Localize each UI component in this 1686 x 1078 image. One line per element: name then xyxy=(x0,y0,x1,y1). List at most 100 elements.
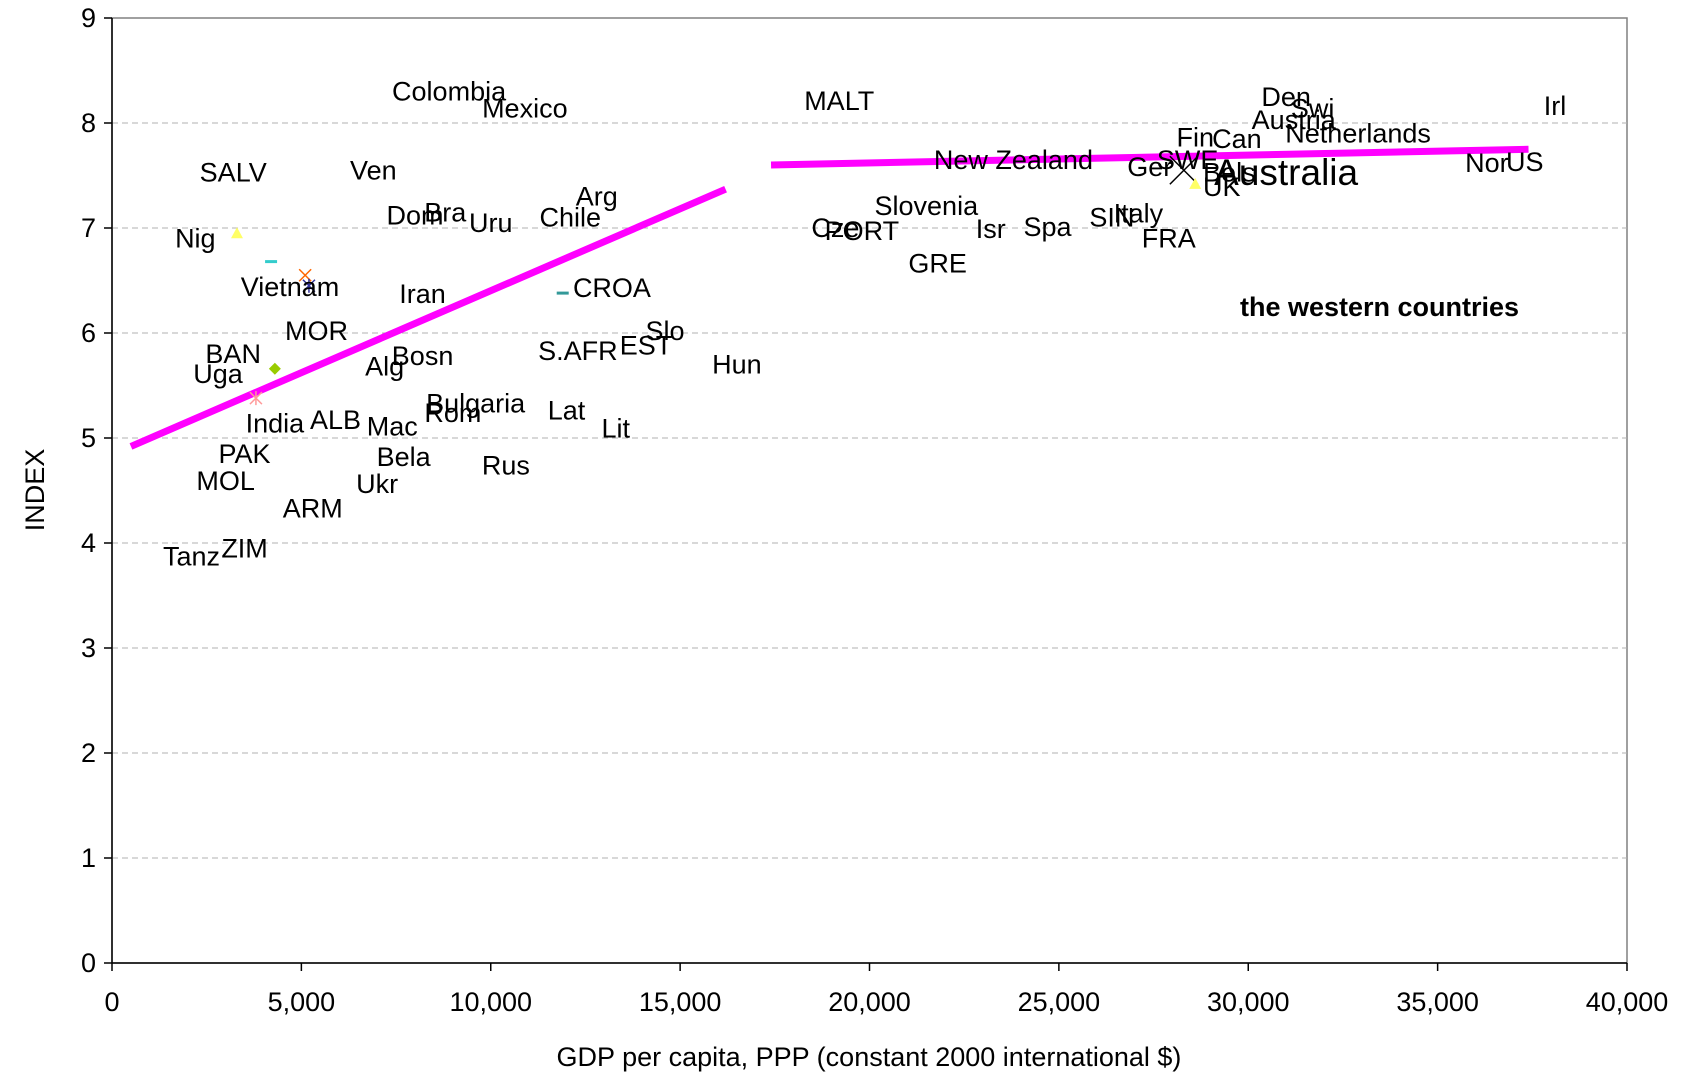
plot-area xyxy=(111,17,1628,964)
x-tick-label: 20,000 xyxy=(828,987,911,1017)
point-label: SALV xyxy=(200,157,267,187)
point-label: Bosn xyxy=(392,341,454,371)
point-label: Rom xyxy=(424,398,481,428)
point-label: Bra xyxy=(424,197,467,227)
point-label: Dom xyxy=(386,200,443,230)
trend-line xyxy=(129,185,727,450)
point-label: Bels xyxy=(1203,157,1256,187)
point-label: Den xyxy=(1261,82,1311,112)
point-label: Arg xyxy=(576,182,618,212)
y-tick-label: 6 xyxy=(81,318,96,348)
x-tick-label: 30,000 xyxy=(1207,987,1290,1017)
point-label: Fin xyxy=(1176,123,1214,153)
trend-line xyxy=(770,145,1529,169)
x-tick-label: 25,000 xyxy=(1018,987,1101,1017)
x-tick-label: 15,000 xyxy=(639,987,722,1017)
point-label: MALT xyxy=(804,86,874,116)
x-tick-label: 35,000 xyxy=(1396,987,1479,1017)
point-label: US xyxy=(1506,147,1544,177)
point-label: Ukr xyxy=(356,469,398,499)
point-markers xyxy=(230,155,1202,406)
point-label: Tanz xyxy=(163,542,220,572)
point-marker xyxy=(230,227,243,239)
point-label: SIN xyxy=(1089,203,1134,233)
point-label: EST xyxy=(620,331,673,361)
point-label: Slovenia xyxy=(875,191,980,221)
y-tick-label: 5 xyxy=(81,423,96,453)
point-label: Isr xyxy=(976,214,1006,244)
point-label: Ger xyxy=(1127,152,1172,182)
y-axis-title: INDEX xyxy=(20,449,50,532)
point-label: Uru xyxy=(469,208,513,238)
point-label: MOL xyxy=(196,466,255,496)
point-label: Spa xyxy=(1023,212,1072,242)
point-label: Vietnam xyxy=(241,272,340,302)
y-tick-label: 7 xyxy=(81,213,96,243)
x-tick-labels: 0 5,000 10,000 15,000 20,000 25,000 30,000 35,0… xyxy=(104,987,1668,1017)
point-label: Can xyxy=(1212,124,1262,154)
point-label: CROA xyxy=(573,273,651,303)
point-label: PORT xyxy=(825,216,900,246)
point-label: Mac xyxy=(367,411,418,441)
point-label: Lit xyxy=(601,414,630,444)
point-label: Hun xyxy=(712,350,762,380)
point-label: New Zealand xyxy=(934,145,1093,175)
point-marker xyxy=(268,362,281,375)
y-tick-label: 9 xyxy=(81,3,96,33)
point-label: Swi xyxy=(1291,93,1335,123)
point-label: PAK xyxy=(219,439,271,469)
y-tick-label: 8 xyxy=(81,108,96,138)
y-tick-label: 1 xyxy=(81,843,96,873)
y-tick-label: 2 xyxy=(81,738,96,768)
point-label: Nig xyxy=(175,224,216,254)
point-label: Mexico xyxy=(482,93,568,123)
point-label: GRE xyxy=(908,249,967,279)
point-label: S.AFR xyxy=(538,336,618,366)
x-tick-label: 5,000 xyxy=(268,987,336,1017)
point-label: ARM xyxy=(283,493,343,523)
point-label: Cze xyxy=(811,213,859,243)
point-label: Austria xyxy=(1252,105,1337,135)
point-label: ZIM xyxy=(221,533,268,563)
point-label: Colombia xyxy=(392,77,507,107)
point-label: BAN xyxy=(205,339,261,369)
point-label: Ven xyxy=(350,155,397,185)
x-tick-label: 10,000 xyxy=(449,987,532,1017)
y-tick-label: 3 xyxy=(81,633,96,663)
point-label: Iran xyxy=(399,279,446,309)
point-label: Nor xyxy=(1465,148,1509,178)
y-tick-label: 0 xyxy=(81,948,96,978)
point-label: Bulgaria xyxy=(426,388,526,418)
point-label: Irl xyxy=(1544,91,1567,121)
point-label: FRA xyxy=(1142,224,1196,254)
point-marker xyxy=(249,391,263,406)
point-marker xyxy=(302,278,316,293)
y-tick-label: 4 xyxy=(81,528,96,558)
x-axis-title: GDP per capita, PPP (constant 2000 inter… xyxy=(557,1042,1182,1072)
point-label: UK xyxy=(1203,172,1241,202)
y-tick-labels: 0 1 2 3 4 5 6 7 8 9 xyxy=(81,3,96,978)
gridlines xyxy=(112,122,1627,859)
x-tick-label: 0 xyxy=(104,987,119,1017)
trend-lines xyxy=(129,145,1529,450)
axes xyxy=(104,17,1628,971)
point-label: India xyxy=(246,408,306,438)
point-label: Slo xyxy=(645,316,684,346)
point-label: Rus xyxy=(482,450,530,480)
point-marker xyxy=(1169,155,1199,185)
point-label: SWE xyxy=(1157,145,1219,175)
point-label: MOR xyxy=(285,316,348,346)
point-label: Australia xyxy=(1214,152,1358,193)
annotation-western-countries: the western countries xyxy=(1240,292,1519,322)
point-label: Uga xyxy=(193,359,244,389)
x-tick-label: 40,000 xyxy=(1586,987,1669,1017)
point-label: Lat xyxy=(548,396,586,426)
point-label: Alg xyxy=(365,352,404,382)
point-label: ALB xyxy=(310,405,361,435)
point-label: Bela xyxy=(377,442,432,472)
point-marker xyxy=(1189,177,1202,189)
point-label: Chile xyxy=(540,203,602,233)
point-label: Italy xyxy=(1114,198,1164,228)
